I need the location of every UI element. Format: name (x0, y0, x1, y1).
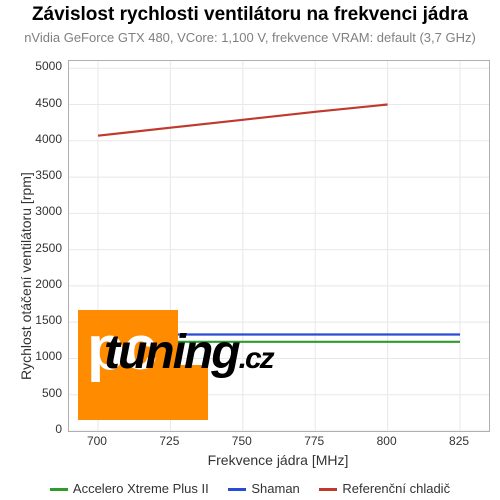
chart-subtitle: nVidia GeForce GTX 480, VCore: 1,100 V, … (0, 30, 500, 45)
legend-item-reference: Referenční chladič (319, 481, 450, 496)
x-tick-label: 750 (222, 434, 262, 448)
x-tick-label: 700 (77, 434, 117, 448)
legend-item-shaman: Shaman (228, 481, 299, 496)
y-tick-label: 5000 (24, 59, 62, 73)
x-tick-label: 775 (294, 434, 334, 448)
legend-label: Shaman (251, 481, 299, 496)
y-tick-label: 2500 (24, 241, 62, 255)
x-tick-label: 825 (439, 434, 479, 448)
y-tick-label: 2000 (24, 277, 62, 291)
x-axis-label: Frekvence jádra [MHz] (68, 452, 488, 468)
y-tick-label: 500 (24, 386, 62, 400)
y-tick-label: 0 (24, 422, 62, 436)
y-tick-label: 4000 (24, 132, 62, 146)
y-tick-label: 1000 (24, 349, 62, 363)
legend-swatch (228, 488, 246, 491)
watermark-tuning-text: tuning.cz (104, 325, 273, 380)
legend: Accelero Xtreme Plus II Shaman Referenčn… (0, 481, 500, 496)
legend-label: Accelero Xtreme Plus II (73, 481, 209, 496)
y-tick-label: 3500 (24, 168, 62, 182)
legend-label: Referenční chladič (342, 481, 450, 496)
chart-container: Závislost rychlosti ventilátoru na frekv… (0, 0, 500, 500)
watermark-cz-text: .cz (239, 342, 273, 375)
legend-item-accelero: Accelero Xtreme Plus II (50, 481, 209, 496)
x-tick-label: 800 (367, 434, 407, 448)
y-tick-label: 3000 (24, 204, 62, 218)
legend-swatch (50, 488, 68, 491)
x-tick-label: 725 (149, 434, 189, 448)
y-tick-label: 1500 (24, 313, 62, 327)
chart-title: Závislost rychlosti ventilátoru na frekv… (0, 4, 500, 26)
y-tick-label: 4500 (24, 96, 62, 110)
legend-swatch (319, 488, 337, 491)
